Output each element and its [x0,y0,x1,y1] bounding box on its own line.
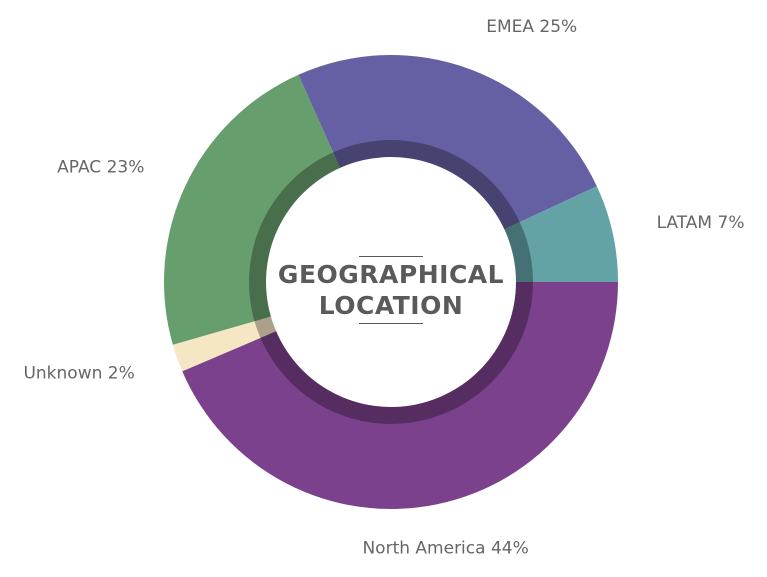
slice-label: North America 44% [362,538,528,558]
donut-slice [504,186,618,282]
value-label: 25% [539,17,577,37]
slice-label: EMEA 25% [486,17,577,37]
value-label: 44% [491,538,529,558]
value-label: 7% [718,213,745,233]
donut-slice [172,316,277,372]
chart-title: GEOGRAPHICAL LOCATION [266,256,516,324]
donut-slice [298,55,597,230]
donut-slice [164,74,341,345]
category-label: Unknown [23,363,102,383]
category-label: APAC [57,157,101,177]
value-label: 2% [108,363,135,383]
category-label: North America [362,538,485,558]
slice-label: LATAM 7% [657,213,745,233]
value-label: 23% [107,157,145,177]
category-label: EMEA [486,17,534,37]
category-label: LATAM [657,213,713,233]
slice-label: APAC 23% [57,157,144,177]
donut-slice [182,282,618,509]
slice-label: Unknown 2% [23,363,134,383]
